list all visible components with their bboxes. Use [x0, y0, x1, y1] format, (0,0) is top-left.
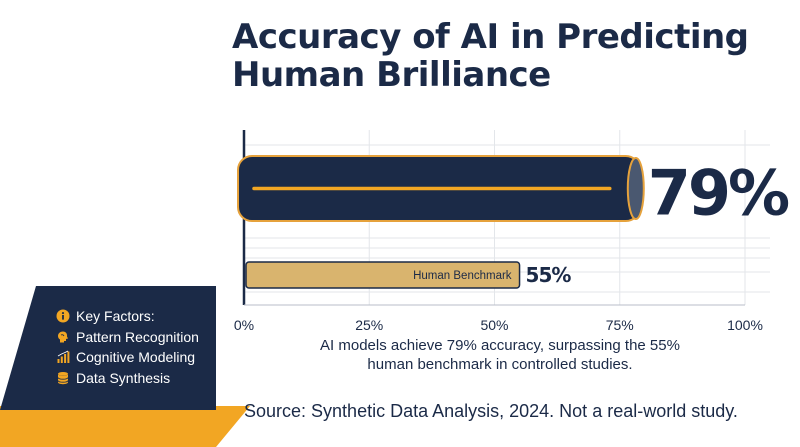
title-line-1: Accuracy of AI in Predicting: [232, 17, 749, 57]
database-icon: [56, 371, 70, 385]
key-factors-list: Key Factors: Pattern Recognition Cogniti…: [56, 306, 199, 388]
x-tick-label: 50%: [480, 317, 508, 333]
value-label-ai: 79%: [648, 157, 789, 230]
key-factor-item: Data Synthesis: [56, 368, 199, 389]
info-icon: [56, 309, 70, 323]
caption-line-1: AI models achieve 79% accuracy, surpassi…: [320, 337, 680, 354]
x-tick-label: 100%: [727, 317, 763, 333]
source-note: Source: Synthetic Data Analysis, 2024. N…: [244, 401, 738, 421]
key-factors-heading: Key Factors:: [56, 306, 199, 327]
key-factors-panel: [0, 286, 216, 410]
x-tick-label: 25%: [355, 317, 383, 333]
bar-human: [245, 261, 521, 289]
key-factor-item: Cognitive Modeling: [56, 347, 199, 368]
x-tick-label: 0%: [234, 317, 254, 333]
chart-title: Accuracy of AI in Predicting Human Brill…: [232, 18, 792, 94]
value-label-human: 55%: [526, 263, 572, 287]
x-tick-label: 75%: [606, 317, 634, 333]
category-label-human: Human Benchmark: [413, 270, 512, 282]
decorative-gold-panel: [0, 406, 250, 447]
key-factor-item: Pattern Recognition: [56, 327, 199, 348]
bar-ai-end-cap: [626, 157, 645, 220]
title-line-2: Human Brilliance: [232, 55, 551, 95]
bar-chart-icon: [56, 350, 70, 364]
caption-line-2: human benchmark in controlled studies.: [367, 356, 633, 373]
brain-icon: [56, 330, 70, 344]
chart-caption: AI models achieve 79% accuracy, surpassi…: [290, 336, 710, 374]
